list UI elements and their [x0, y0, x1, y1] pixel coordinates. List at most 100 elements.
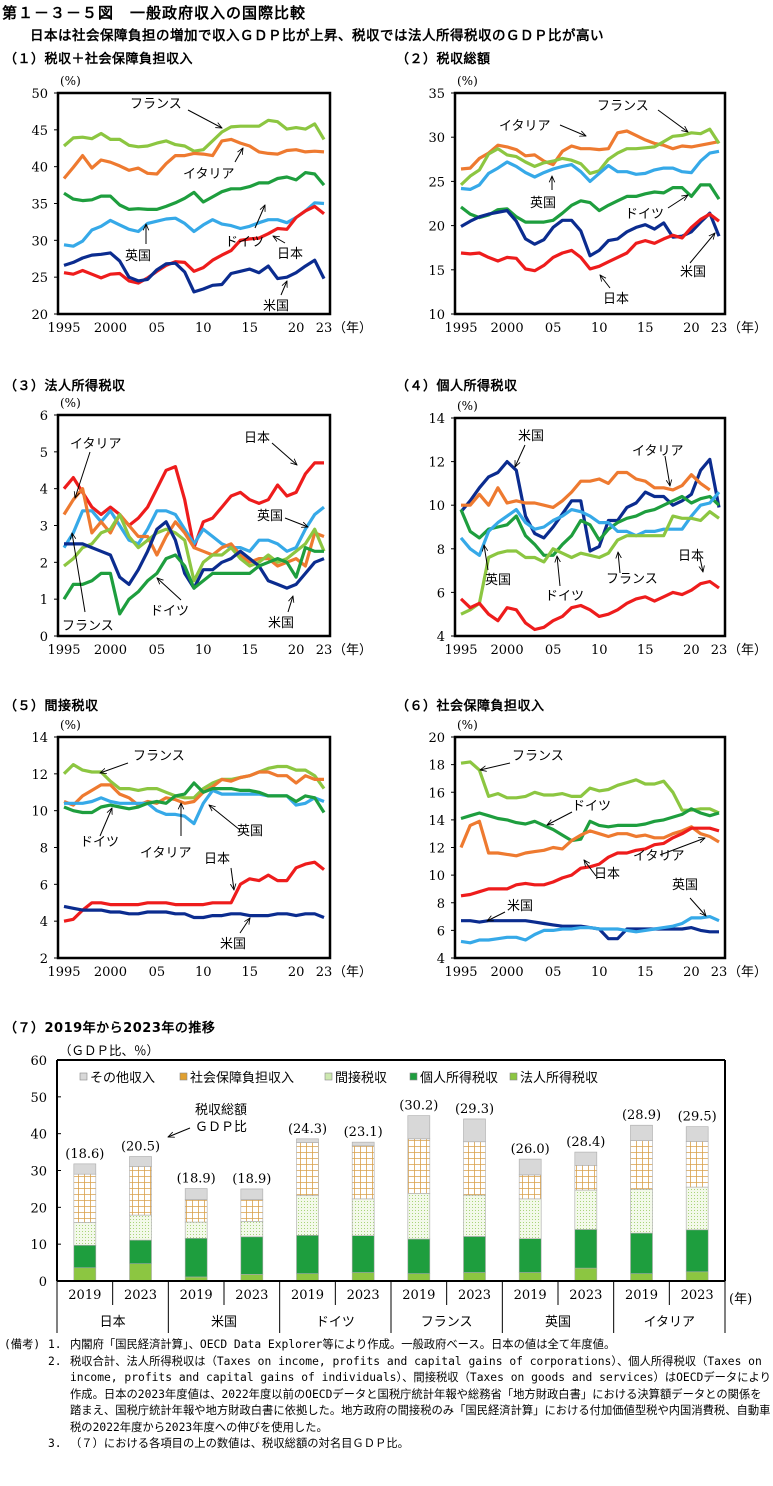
line-chart-4: 4 6 8 10 12 14 (%) 1995 2000 05 10 15 20 23 （年） 米国イタリア英… [428, 399, 767, 658]
x-tick-label: 10 [591, 965, 608, 980]
callout-label: 税収総額 [195, 1103, 247, 1118]
y-tick-label: 2 [40, 556, 48, 571]
notes: (備考) 1. 内閣府「国民経済計算」、OECD Data Explorer等に… [4, 1337, 772, 1453]
series-line [62, 137, 325, 180]
annotation-label: イタリア [632, 444, 683, 459]
bar-segment [630, 1232, 653, 1274]
bar-segment [518, 1198, 542, 1239]
x-tick-label: 15 [637, 643, 654, 658]
plot-frame [56, 735, 332, 960]
annotation-label: 米国 [263, 299, 289, 314]
note-3: 3. （７）における各項目の上の数値は、税収総額の対名目ＧＤＰ比。 [4, 1436, 772, 1453]
bar-segment [685, 1126, 709, 1142]
series-line [460, 212, 720, 273]
y-tick-label: 16 [428, 786, 445, 801]
x-tick-label: 05 [545, 643, 562, 658]
series-line [460, 149, 720, 191]
bar-segment [407, 1193, 431, 1240]
annotation-arrow [667, 195, 688, 209]
figure-title: 第１－３－５図 一般政府収入の国際比較 [2, 4, 307, 22]
note-text: 内閣府「国民経済計算」、OECD Data Explorer等により作成。一般政… [70, 1338, 616, 1351]
y-tick-label: 8 [437, 543, 445, 558]
x-tick-label: 20 [288, 321, 305, 336]
annotation-label: 米国 [268, 616, 294, 631]
panel-title-1: （１）税収＋社会保障負担収入 [4, 52, 194, 67]
annotation-arrow [187, 109, 222, 128]
bar-segment [351, 1272, 375, 1282]
x-tick-label: 2019 [625, 1288, 658, 1303]
x-tick-label: 2000 [491, 321, 524, 336]
x-tick-label: 1995 [47, 643, 80, 658]
x-tick-label: 23 [711, 965, 728, 980]
stacked-bar-chart: 0 10 20 30 40 50 60 （ＧＤＰ比、％） (18.6) 2019 (20.5) 202… [30, 1043, 752, 1333]
series-line [459, 457, 721, 553]
x-tick-label: 2000 [94, 965, 127, 980]
x-tick-label: 1995 [47, 321, 80, 336]
y-tick-label: 50 [30, 1091, 47, 1106]
y-axis-unit: (%) [457, 718, 478, 732]
annotation-arrow [689, 233, 715, 264]
bar-segment [630, 1140, 653, 1190]
bar-total-label: (23.1) [344, 1125, 383, 1140]
y-tick-label: 25 [31, 271, 48, 286]
bar-segment [407, 1115, 431, 1140]
group-label: ドイツ [316, 1315, 355, 1330]
annotation-arrow [254, 205, 265, 229]
annotation-arrow [659, 838, 705, 856]
annotation-arrow [700, 557, 703, 572]
series-line [63, 781, 326, 815]
annotation-label: 英国 [257, 509, 283, 524]
annotation-label: イタリア [70, 437, 121, 452]
series-line [459, 491, 721, 557]
x-tick-label: 05 [149, 643, 166, 658]
bar-segment [129, 1214, 152, 1241]
bar-segment [518, 1238, 542, 1273]
x-tick-label: 1995 [444, 965, 477, 980]
x-tick-label: 20 [683, 643, 700, 658]
legend-label: 間接税収 [335, 1070, 387, 1086]
bar-total-label: (29.5) [678, 1110, 717, 1125]
line-chart-2: 10 15 20 25 30 35 (%) 1995 2000 05 10 15 20 23 （年） イタリア… [428, 74, 767, 336]
bar-segment [296, 1142, 319, 1196]
x-tick-label: 10 [195, 643, 212, 658]
x-tick-label: 10 [195, 965, 212, 980]
series-line [459, 819, 720, 858]
annotation-arrow [657, 109, 688, 132]
series-line [460, 914, 720, 945]
y-tick-label: 4 [40, 915, 48, 930]
bar-segment [463, 1194, 486, 1237]
plot-frame [453, 416, 727, 638]
bar-segment [574, 1165, 598, 1191]
y-axis-unit: (%) [60, 718, 81, 732]
legend-label: その他収入 [90, 1071, 155, 1086]
notes-head: (備考) [4, 1338, 41, 1351]
annotation-arrow [271, 442, 297, 465]
y-tick-label: 40 [30, 1128, 47, 1143]
y-tick-label: 30 [31, 234, 48, 249]
bar-segment [240, 1221, 264, 1238]
bar-segment [73, 1163, 97, 1175]
y-tick-label: 14 [428, 412, 445, 427]
x-tick-label: 05 [149, 965, 166, 980]
bar-segment [129, 1239, 152, 1264]
legend-swatch [509, 1072, 518, 1081]
note-text: 税収合計、法人所得税収は（Taxes on income, profits an… [70, 1354, 771, 1434]
y-tick-label: 25 [428, 175, 445, 190]
y-tick-label: 0 [39, 1275, 47, 1290]
plot-frame [56, 91, 332, 316]
bar-total-label: (18.6) [65, 1147, 104, 1162]
y-tick-label: 20 [30, 1201, 47, 1216]
series-line [461, 470, 711, 509]
y-tick-label: 5 [40, 446, 48, 461]
annotation-arrow [100, 762, 129, 773]
bar-segment [184, 1188, 208, 1200]
series-line [63, 251, 326, 294]
note-2: 2. 税収合計、法人所得税収は（Taxes on income, profits… [4, 1354, 772, 1437]
group-label: 日本 [100, 1315, 126, 1330]
x-tick-label: 2023 [347, 1288, 380, 1303]
bar-total-label: (29.3) [455, 1102, 494, 1117]
bar-segment [463, 1236, 486, 1273]
legend-swatch [324, 1072, 333, 1081]
x-tick-label: 2000 [94, 643, 127, 658]
y-tick-label: 12 [428, 842, 445, 857]
